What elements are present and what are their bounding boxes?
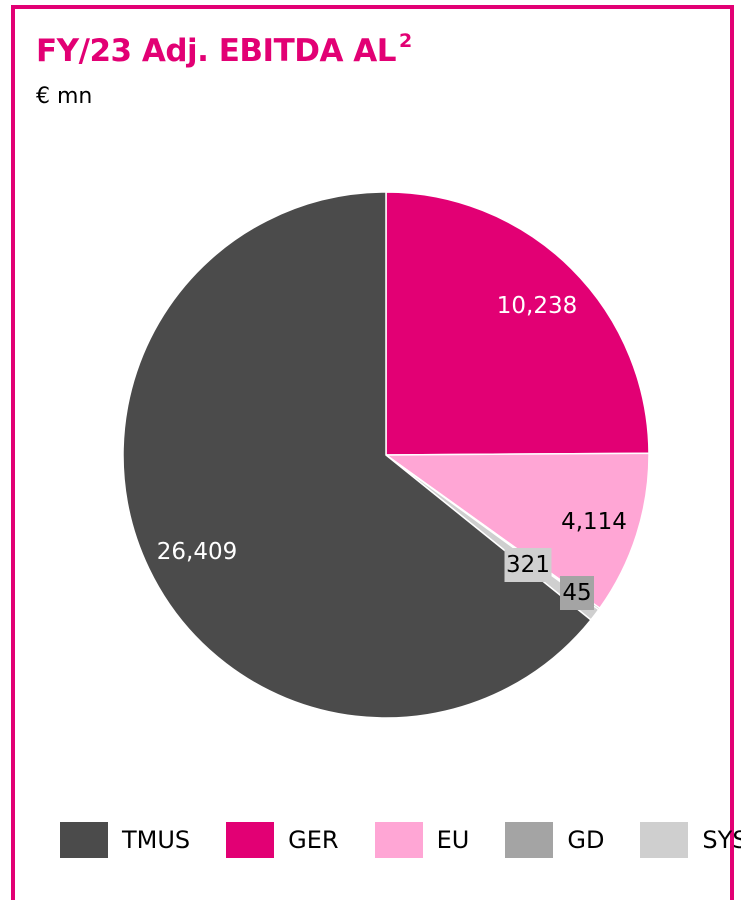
data-label-tmus: 26,409	[157, 539, 237, 565]
data-label-sys: 321	[506, 552, 550, 578]
legend-item-gd: GD	[505, 822, 604, 858]
chart-title-text: FY/23 Adj. EBITDA AL	[36, 33, 397, 69]
data-label-box-gd	[560, 576, 594, 610]
title-footnote-mark: 2	[399, 30, 412, 52]
chart-title: FY/23 Adj. EBITDA AL 2	[36, 30, 412, 69]
legend-item-tmus: TMUS	[60, 822, 190, 858]
legend-swatch-gd	[505, 822, 554, 858]
pie-slice-eu	[383, 452, 650, 610]
data-label-eu: 4,114	[561, 509, 627, 535]
legend-label-tmus: TMUS	[122, 826, 191, 854]
legend-label-ger: GER	[288, 826, 339, 854]
legend: TMUS GER EU GD SYS	[60, 820, 741, 860]
pie-slice-ger	[385, 191, 650, 456]
pie-slice-tmus	[122, 191, 592, 719]
chart-frame	[11, 5, 734, 900]
legend-item-sys: SYS	[640, 822, 741, 858]
data-label-ger: 10,238	[497, 293, 577, 319]
legend-item-eu: EU	[374, 822, 470, 858]
legend-swatch-eu	[374, 822, 423, 858]
legend-item-ger: GER	[226, 822, 339, 858]
unit-label: € mn	[36, 84, 93, 109]
legend-swatch-sys	[640, 822, 689, 858]
data-label-gd: 45	[562, 580, 591, 606]
legend-swatch-tmus	[60, 822, 108, 858]
legend-label-eu: EU	[436, 826, 470, 854]
legend-swatch-ger	[226, 822, 275, 858]
legend-label-gd: GD	[567, 826, 605, 854]
legend-label-sys: SYS	[702, 826, 741, 854]
data-label-box-sys	[504, 548, 552, 582]
